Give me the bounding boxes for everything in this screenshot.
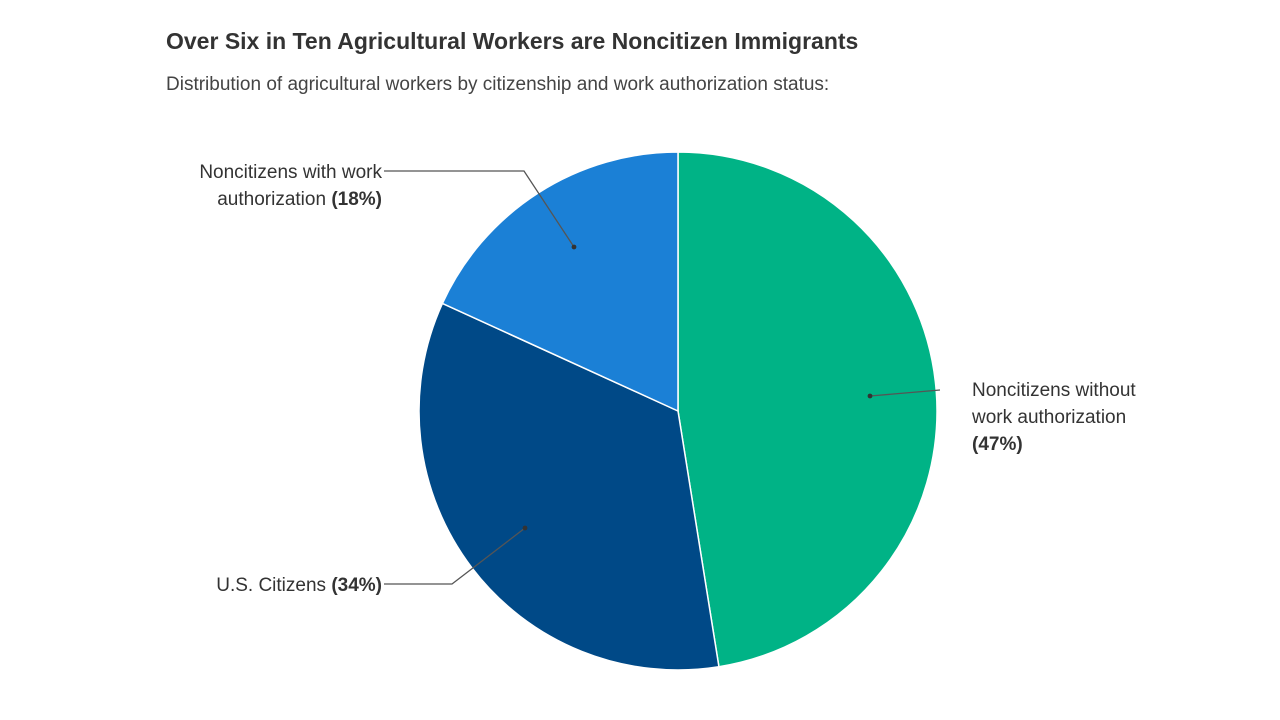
leader-line-3 [384,170,575,248]
leader-dot-2 [522,525,528,531]
slice-percent-1: (47%) [972,434,1023,455]
pie-slice-2 [418,302,720,671]
leader-dot-1 [867,393,873,399]
slice-label-2: U.S. Citizens (34%) [216,575,382,596]
slice-label-1: Noncitizens without work authorization (47… [971,380,1136,455]
chart-title: Over Six in Ten Agricultural Workers are… [166,28,859,54]
slice-label-3: Noncitizens with work authorization (18%) [199,162,382,210]
leader-dot-3 [571,244,577,250]
pie-labels: Noncitizens without work authorization (47… [199,162,1136,596]
pie-slice-1 [677,151,938,668]
slice-percent-2: (34%) [331,575,382,596]
slice-percent-3: (18%) [331,189,382,210]
pie-slices [418,151,938,671]
chart-subtitle: Distribution of agricultural workers by … [166,74,830,95]
leader-line-2 [384,527,526,585]
leader-line-1 [869,389,941,397]
